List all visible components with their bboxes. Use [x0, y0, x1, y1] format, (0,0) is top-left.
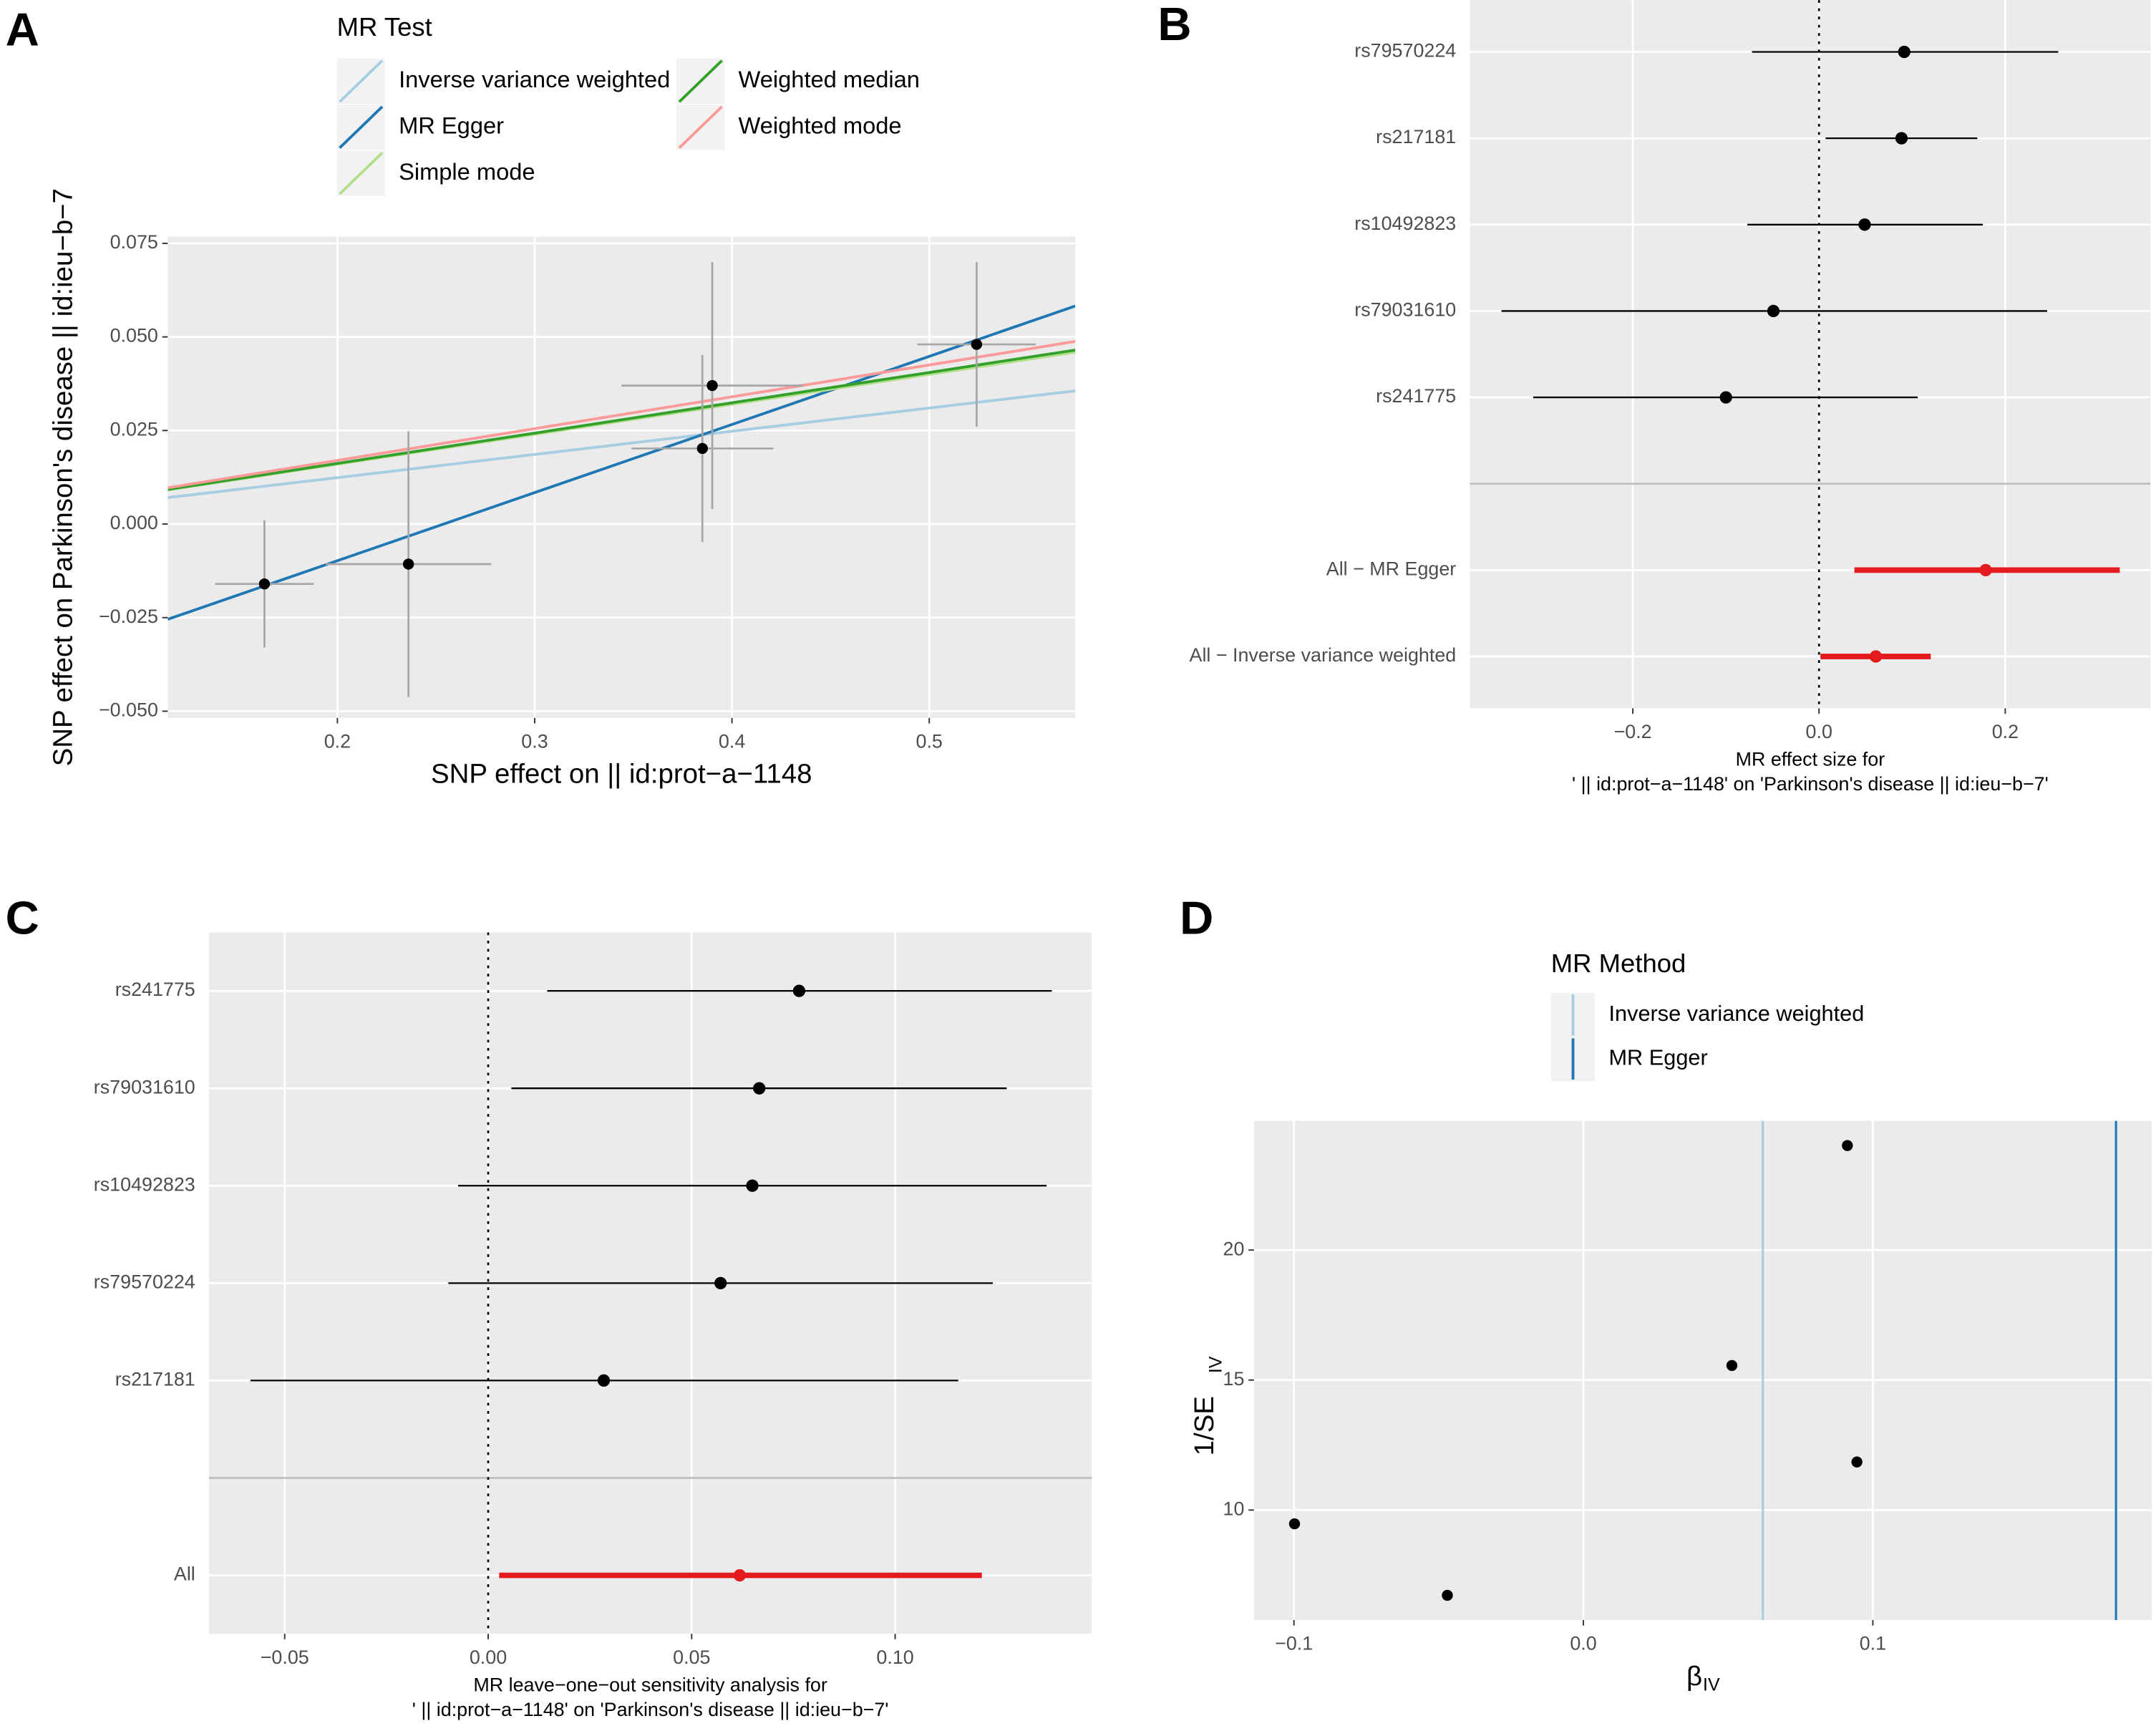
x-axis-title-sub: IV: [1703, 1675, 1720, 1695]
point: [1719, 391, 1732, 404]
y-tick-label: rs241775: [1376, 385, 1456, 407]
point: [746, 1179, 759, 1192]
y-tick-label: rs241775: [115, 979, 195, 1000]
point: [1442, 1589, 1453, 1601]
x-tick-label: 0.2: [324, 731, 351, 752]
x-tick-label: −0.1: [1275, 1633, 1313, 1654]
legend-label: Weighted mode: [739, 112, 902, 138]
y-tick-label: 0.050: [110, 325, 158, 346]
point: [1288, 1518, 1301, 1530]
y-axis-title: 1/SE: [1189, 1396, 1220, 1455]
y-tick-label: All: [174, 1563, 195, 1585]
point: [1726, 1359, 1738, 1372]
legend-label: Weighted median: [739, 66, 920, 92]
y-tick-label: 20: [1223, 1238, 1245, 1259]
legend-swatch: [339, 105, 384, 150]
y-axis-title: SNP effect on Parkinson's disease || id:…: [47, 188, 78, 766]
x-tick-label: 0.5: [916, 731, 943, 752]
x-tick-label: 0.2: [1992, 721, 2019, 742]
legend-swatch: [678, 59, 723, 103]
point: [597, 1374, 611, 1387]
y-tick-label: rs10492823: [94, 1173, 195, 1195]
fit-line: [167, 389, 1076, 499]
point: [1767, 304, 1780, 318]
fit-line: [167, 304, 1076, 621]
x-axis-title: MR effect size for: [1736, 749, 1885, 770]
y-tick-label: rs10492823: [1354, 213, 1456, 234]
x-axis-title: ' || id:prot−a−1148' on 'Parkinson's dis…: [1572, 773, 2049, 795]
y-tick-label: 15: [1223, 1368, 1245, 1390]
point: [1979, 563, 1992, 577]
y-tick-label: 0.000: [110, 512, 158, 533]
point: [1842, 1140, 1853, 1151]
y-tick-label: rs79031610: [1354, 299, 1456, 321]
point: [1851, 1456, 1863, 1468]
x-tick-label: 0.05: [673, 1647, 710, 1668]
point: [1895, 132, 1908, 145]
y-tick-label: −0.050: [99, 699, 158, 721]
y-tick-label: rs79570224: [1354, 40, 1456, 62]
legend-swatch: [678, 105, 723, 150]
x-axis-title: SNP effect on || id:prot−a−1148: [431, 759, 812, 790]
legend-label: Simple mode: [399, 158, 535, 185]
x-tick-label: 0.10: [876, 1647, 913, 1668]
x-tick-label: 0.1: [1860, 1633, 1886, 1654]
point: [733, 1569, 747, 1582]
panel-tag: D: [1180, 891, 1213, 944]
y-tick-label: rs79031610: [94, 1076, 195, 1097]
point: [402, 558, 414, 570]
legend-label: MR Egger: [399, 112, 504, 138]
y-tick-label: rs79570224: [94, 1271, 195, 1292]
panel-tag: B: [1157, 0, 1191, 50]
x-tick-label: 0.4: [719, 731, 745, 752]
x-tick-label: −0.05: [261, 1647, 309, 1668]
legend-label: Inverse variance weighted: [399, 66, 670, 92]
x-tick-label: 0.0: [1806, 721, 1832, 742]
y-tick-label: rs217181: [115, 1369, 195, 1390]
x-tick-label: −0.2: [1614, 721, 1652, 742]
y-tick-label: 0.075: [110, 231, 158, 253]
legend-title: MR Method: [1551, 949, 1686, 978]
x-axis-title: ' || id:prot−a−1148' on 'Parkinson's dis…: [412, 1699, 889, 1720]
point: [706, 379, 718, 392]
y-tick-label: −0.025: [99, 606, 158, 627]
point: [714, 1276, 727, 1289]
point: [696, 442, 708, 455]
point: [258, 578, 271, 590]
x-tick-label: 0.0: [1570, 1633, 1596, 1654]
plot-background: [167, 236, 1076, 718]
x-tick-label: 0.3: [521, 731, 548, 752]
panel-tag: C: [6, 891, 39, 944]
point: [753, 1082, 766, 1095]
legend-title: MR Test: [337, 12, 432, 42]
legend-label: Inverse variance weighted: [1608, 1001, 1864, 1026]
panel-tag: A: [6, 3, 39, 55]
x-axis-title: β: [1686, 1661, 1702, 1692]
y-tick-label: 10: [1223, 1498, 1245, 1519]
y-tick-label: All − MR Egger: [1326, 558, 1457, 579]
point: [1869, 650, 1883, 663]
x-tick-label: 0.00: [470, 1647, 507, 1668]
y-tick-label: rs217181: [1376, 126, 1456, 147]
point: [971, 339, 983, 350]
point: [792, 984, 806, 997]
y-tick-label: All − Inverse variance weighted: [1190, 644, 1457, 666]
plot-background: [1470, 0, 2151, 709]
y-tick-label: 0.025: [110, 418, 158, 440]
x-axis-title: MR leave−one−out sensitivity analysis fo…: [473, 1674, 827, 1695]
fit-line: [167, 340, 1076, 490]
legend-swatch: [339, 151, 384, 195]
y-axis-title-sub: IV: [1206, 1356, 1226, 1373]
legend-swatch: [339, 59, 384, 103]
point: [1898, 45, 1910, 59]
fit-line: [167, 349, 1076, 491]
plot-background: [1253, 1120, 2152, 1620]
point: [1858, 218, 1871, 231]
legend-label: MR Egger: [1608, 1044, 1707, 1070]
